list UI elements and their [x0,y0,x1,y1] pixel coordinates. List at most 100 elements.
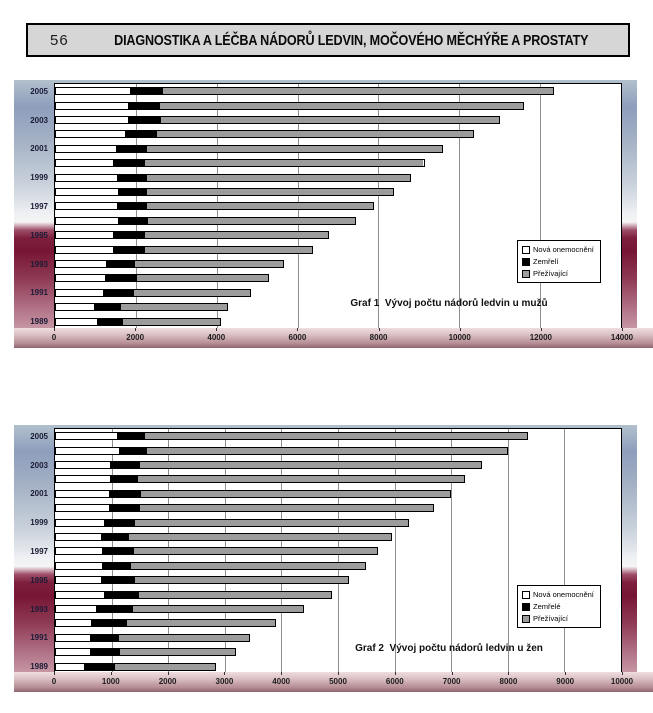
bar-segment [162,88,554,95]
bar-segment [127,117,162,124]
bar-segment [147,203,374,210]
bar-segment [131,562,366,569]
stacked-bar-2002 [55,130,475,139]
bar-segment [118,447,147,454]
stacked-bar-1993 [55,260,285,269]
y-axis-label: 2003 [30,115,48,125]
y-axis-label [14,98,51,112]
bar-segment [101,548,134,555]
bar-row-1999 [55,515,621,529]
bar-segment [147,145,443,152]
y-axis-label: 1997 [30,201,48,211]
y-axis-label [14,616,51,630]
background-corner [637,425,653,674]
x-axis-tick [394,672,396,675]
bar-segment [56,88,131,95]
y-axis-label: 2001 [30,144,48,154]
legend: Nová onemocnění Zemřelé Přežívající [517,585,601,628]
bar-segment [56,562,102,569]
stacked-bar-1996 [55,216,356,225]
x-axis-label: 6000 [288,333,307,342]
bar-row-2005 [55,84,621,98]
x-axis-label: 8000 [499,677,518,686]
bar-row-1989 [55,660,621,674]
bar-segment [56,174,117,181]
y-axis-label [14,559,51,573]
bar-row-2004 [55,98,621,112]
bar-segment [102,289,135,296]
bar-segment [120,649,236,656]
stacked-bar-1989 [55,317,221,326]
y-axis-label: 1995 [30,575,48,585]
y-axis-label [14,472,51,486]
x-axis-label: 10000 [448,333,471,342]
bar-row-2002 [55,127,621,141]
x-axis-label: 10000 [610,677,634,686]
legend-swatch-black [522,602,530,611]
x-axis-label: 0 [51,333,57,342]
y-axis-label: 1999 [30,518,48,528]
bar-segment [56,519,104,526]
bar-segment [119,634,250,641]
bar-segment [144,232,329,239]
bar-segment [109,462,141,469]
stacked-bar-1990 [55,648,237,657]
x-axis-tick [281,672,283,675]
x-axis-label: 4000 [272,677,291,686]
stacked-bar-1990 [55,303,228,312]
y-axis-label: 2003 [30,460,48,470]
bar-segment [146,189,393,196]
chart-graf-1: 2005 2003 2001 1999 1997 1995 1993 1991 1989 Nov… [14,80,653,348]
stacked-bar-1999 [55,518,409,527]
bar-segment [56,462,110,469]
x-axis-label: 3000 [215,677,234,686]
gridline [507,429,509,674]
x-axis-tick [135,328,137,331]
x-axis-tick [378,328,380,331]
legend-item-deaths: Zemřelí [522,257,594,266]
page-header: 56 DIAGNOSTIKA A LÉČBA NÁDORŮ LEDVIN, MO… [26,23,630,57]
y-axis-label [14,300,51,314]
bar-segment [56,289,103,296]
bar-segment [116,174,148,181]
bar-segment [117,433,146,440]
x-axis-label: 4000 [207,333,226,342]
bar-segment [118,217,148,224]
bar-segment [56,131,126,138]
stacked-bar-2002 [55,475,466,484]
stacked-bar-2005 [55,432,528,441]
bar-row-1993 [55,602,621,616]
bar-segment [101,534,130,541]
legend-swatch-white [522,590,530,599]
bar-segment [129,534,391,541]
x-axis-label: 0 [51,677,57,686]
chart-caption: Graf 2 Vývoj počtu nádorů ledvin u žen [355,643,543,654]
bar-segment [104,275,137,282]
legend-item-surviving: Přežívající [522,269,594,278]
stacked-bar-1992 [55,274,270,283]
bar-segment [56,145,117,152]
bar-segment [56,304,94,311]
bar-row-2003 [55,458,621,472]
x-axis-tick [54,328,55,331]
bar-segment [109,505,141,512]
stacked-bar-1997 [55,202,375,211]
plot-area: Nová onemocnění Zemřelí Přežívající Graf… [54,83,622,330]
bar-segment [114,663,216,670]
y-axis-label [14,127,51,141]
bar-segment [130,88,163,95]
bar-segment [112,246,146,253]
bars-container [55,429,621,674]
y-axis-label: 1989 [30,317,48,327]
bar-segment [56,548,102,555]
bar-row-1991 [55,286,621,300]
bar-segment [134,261,284,268]
bar-segment [126,620,275,627]
bar-segment [132,606,304,613]
stacked-bar-1991 [55,633,251,642]
legend-item-deaths: Zemřelé [522,602,594,611]
bar-segment [56,620,92,627]
bar-row-1997 [55,544,621,558]
stacked-bar-2000 [55,159,425,168]
